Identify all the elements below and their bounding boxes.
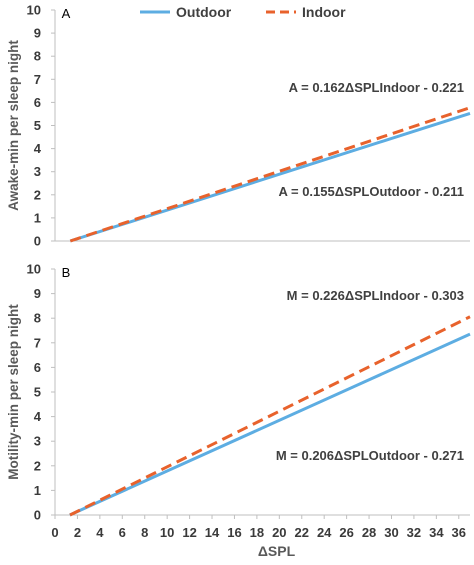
x-tick-label: 32	[407, 525, 421, 540]
y-axis-label: Motility-min per sleep night	[6, 304, 21, 480]
series-line-outdoor	[69, 111, 471, 243]
x-tick-label: 14	[205, 525, 220, 540]
x-tick-label: 8	[141, 525, 148, 540]
equation-annotation: A = 0.155ΔSPLOutdoor - 0.211	[278, 184, 464, 199]
y-tick-label: 0	[34, 508, 41, 523]
x-tick-label: 28	[362, 525, 376, 540]
y-tick-label: 7	[34, 72, 41, 87]
y-tick-label: 8	[34, 49, 41, 64]
y-tick-label: 7	[34, 335, 41, 350]
panel-label: B	[62, 265, 71, 280]
panel-label: A	[62, 6, 71, 21]
equation-annotation: A = 0.162ΔSPLIndoor - 0.221	[289, 80, 464, 95]
y-tick-label: 4	[34, 141, 42, 156]
y-tick-label: 4	[34, 409, 42, 424]
y-tick-label: 2	[34, 187, 41, 202]
y-tick-label: 6	[34, 95, 41, 110]
legend: Outdoor Indoor	[140, 4, 346, 20]
x-tick-label: 12	[182, 525, 196, 540]
series-line-outdoor	[69, 332, 471, 517]
y-tick-label: 10	[27, 3, 41, 18]
x-tick-label: 24	[317, 525, 332, 540]
y-tick-label: 6	[34, 360, 41, 375]
y-tick-label: 9	[34, 26, 41, 41]
x-tick-label: 6	[119, 525, 126, 540]
y-tick-label: 1	[34, 483, 41, 498]
x-tick-label: 4	[96, 525, 104, 540]
y-tick-label: 3	[34, 164, 41, 179]
y-tick-label: 9	[34, 286, 41, 301]
y-tick-label: 0	[34, 234, 41, 249]
y-tick-label: 10	[27, 262, 41, 277]
y-tick-label: 1	[34, 210, 41, 225]
x-tick-label: 10	[160, 525, 174, 540]
series-line-indoor	[69, 106, 471, 243]
x-tick-label: 2	[74, 525, 81, 540]
x-tick-label: 22	[295, 525, 309, 540]
y-tick-label: 5	[34, 385, 41, 400]
x-tick-label: 36	[452, 525, 466, 540]
legend-label-outdoor: Outdoor	[176, 4, 232, 20]
x-tick-label: 20	[272, 525, 286, 540]
x-tick-label: 26	[339, 525, 353, 540]
x-tick-label: 18	[250, 525, 264, 540]
panel-a: 0 1 2 3 4 5 6 7 8 9 10 Awake-min per sleep night A A …	[6, 3, 471, 249]
series-line-indoor	[69, 315, 471, 517]
x-tick-label: 30	[384, 525, 398, 540]
x-axis-label: ΔSPL	[258, 543, 296, 559]
x-tick-label: 16	[227, 525, 241, 540]
x-tick-label: 34	[429, 525, 444, 540]
y-tick-label: 2	[34, 458, 41, 473]
equation-annotation: M = 0.226ΔSPLIndoor - 0.303	[287, 288, 464, 303]
y-tick-label: 8	[34, 311, 41, 326]
x-tick-label: 0	[51, 525, 58, 540]
legend-label-indoor: Indoor	[302, 4, 346, 20]
y-tick-label: 5	[34, 118, 41, 133]
y-tick-label: 3	[34, 434, 41, 449]
equation-annotation: M = 0.206ΔSPLOutdoor - 0.271	[276, 448, 464, 463]
y-axis-label: Awake-min per sleep night	[6, 40, 21, 211]
